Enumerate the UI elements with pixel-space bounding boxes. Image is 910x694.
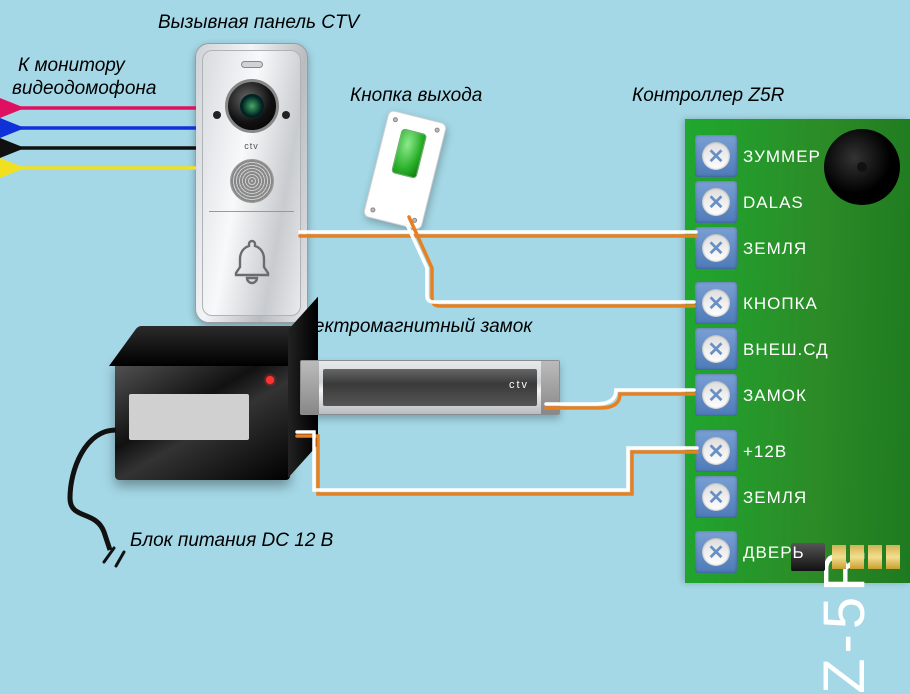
- ctv-brand-icon: ctv: [244, 141, 259, 151]
- maglock-plate: [323, 369, 537, 406]
- gold-pad-icon: [886, 545, 900, 569]
- terminal-screw-icon: [695, 328, 737, 370]
- speaker-icon: [230, 159, 274, 203]
- screw-icon: [434, 127, 440, 133]
- controller-label: Контроллер Z5R: [632, 85, 784, 107]
- terminal-screw-icon: [695, 531, 737, 573]
- ctv-call-panel: ctv: [195, 43, 308, 323]
- buzzer-icon: [824, 129, 900, 205]
- maglock-end-right: [541, 361, 559, 414]
- terminal-label: +12В: [743, 442, 787, 462]
- psu-sticker-icon: [129, 394, 249, 440]
- terminal-screw-icon: [695, 227, 737, 269]
- psu-led-icon: [266, 376, 274, 384]
- ctv-led-icon: [241, 61, 263, 68]
- ir-led-left-icon: [213, 111, 221, 119]
- terminal-label: ЗУММЕР: [743, 147, 821, 167]
- power-supply: [115, 360, 290, 480]
- gold-pad-icon: [868, 545, 882, 569]
- terminal-screw-icon: [695, 374, 737, 416]
- terminal-label: ВНЕШ.СД: [743, 340, 829, 360]
- maglock-brand-icon: ctv: [509, 379, 529, 391]
- exit-button-green-icon: [391, 128, 427, 179]
- gold-pad-icon: [832, 545, 846, 569]
- bell-button-icon: [222, 226, 282, 296]
- gold-pad-icon: [850, 545, 864, 569]
- psu-label: Блок питания DC 12 В: [130, 530, 333, 552]
- to-monitor-label-2: видеодомофона: [12, 78, 156, 100]
- magnetic-lock: ctv: [300, 360, 560, 415]
- exit-button-label: Кнопка выхода: [350, 85, 482, 107]
- ir-led-right-icon: [282, 111, 290, 119]
- terminal-label: DALAS: [743, 193, 804, 213]
- terminal-label: КНОПКА: [743, 294, 818, 314]
- terminal-label: ДВЕРЬ: [743, 543, 805, 563]
- ctv-inner: ctv: [202, 50, 301, 316]
- maglock-end-left: [301, 361, 319, 414]
- controller-board: Z-5R ЗУММЕРDALASЗЕМЛЯКНОПКАВНЕШ.СДЗАМОК+…: [685, 119, 910, 583]
- terminal-screw-icon: [695, 282, 737, 324]
- terminal-screw-icon: [695, 476, 737, 518]
- terminal-screw-icon: [695, 181, 737, 223]
- exit-button-device: [363, 109, 448, 230]
- to-monitor-label-1: К монитору: [18, 55, 125, 77]
- ctv-title-label: Вызывная панель CTV: [158, 12, 359, 34]
- camera-icon: [225, 79, 279, 133]
- screw-icon: [370, 207, 376, 213]
- ctv-divider: [209, 211, 294, 212]
- terminal-screw-icon: [695, 430, 737, 472]
- maglock-label: Электромагнитный замок: [290, 316, 532, 338]
- terminal-label: ЗЕМЛЯ: [743, 239, 807, 259]
- terminal-label: ЗЕМЛЯ: [743, 488, 807, 508]
- psu-top-face: [109, 326, 318, 366]
- screw-icon: [392, 117, 398, 123]
- terminal-label: ЗАМОК: [743, 386, 807, 406]
- screw-icon: [412, 217, 418, 223]
- terminal-screw-icon: [695, 135, 737, 177]
